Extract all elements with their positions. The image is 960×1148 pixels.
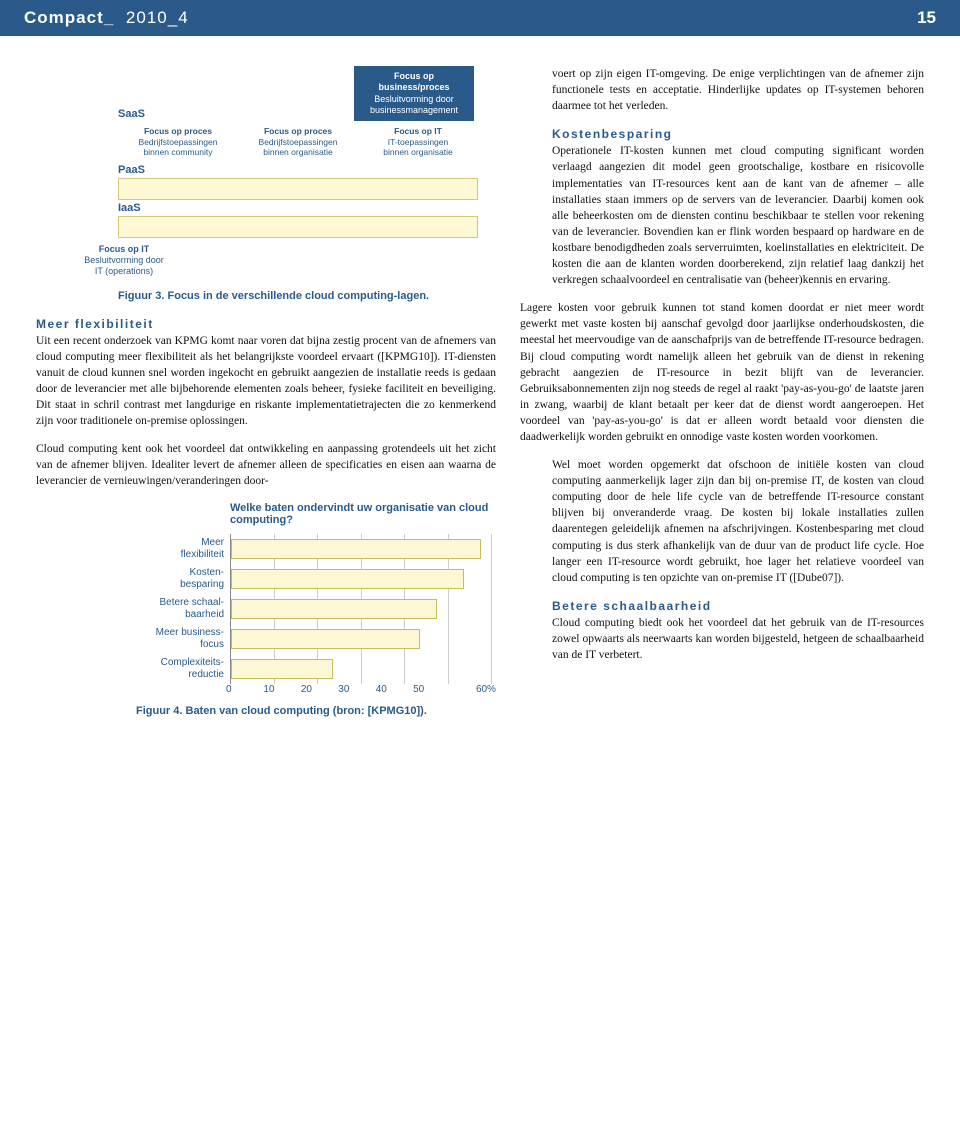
right-p4-text: Cloud computing biedt ook het voordeel d…: [552, 617, 924, 661]
fig4-tick: 0: [226, 684, 263, 695]
figure-4-caption: Figuur 4. Baten van cloud computing (bro…: [136, 705, 496, 717]
fig4-bar: [231, 569, 464, 589]
fig4-category-labels: Meer flexibiliteitKosten- besparingBeter…: [136, 534, 230, 684]
left-p2: Cloud computing kent ook het voordeel da…: [36, 441, 496, 489]
fig3-paas-bar: [118, 178, 478, 200]
figure-4-chart: Welke baten ondervindt uw organisatie va…: [136, 502, 492, 695]
fig4-label: Kosten- besparing: [136, 564, 230, 594]
fig4-label: Meer business- focus: [136, 624, 230, 654]
page-number: 15: [917, 8, 936, 28]
right-column: voert op zijn eigen IT-omgeving. De enig…: [520, 66, 924, 717]
fig4-bar-row: [231, 564, 492, 594]
right-p4: Betere schaalbaarheid Cloud computing bi…: [552, 598, 924, 663]
fig3-iaas-bar: [118, 216, 478, 238]
fig3-paas-label: PaaS: [118, 164, 478, 176]
fig4-bar-row: [231, 534, 492, 564]
right-h2: Betere schaalbaarheid: [552, 599, 712, 613]
fig3-triple-row: Focus op proces Bedrijfstoepassingen bin…: [118, 122, 478, 162]
right-p1: Kostenbesparing Operationele IT-kosten k…: [552, 126, 924, 288]
right-p1-text: Operationele IT-kosten kunnen met cloud …: [552, 145, 924, 286]
fig4-title: Welke baten ondervindt uw organisatie va…: [230, 502, 492, 526]
fig4-bar: [231, 659, 333, 679]
fig3-tri-1-lines: Bedrijfstoepassingen binnen organisatie: [240, 137, 356, 158]
left-p1-text: Uit een recent onderzoek van KPMG komt n…: [36, 335, 496, 427]
fig4-bar-row: [231, 624, 492, 654]
fig4-x-axis: 0102030405060%: [230, 684, 492, 695]
left-column: Focus op business/proces Besluitvorming …: [36, 66, 496, 717]
fig4-bar: [231, 599, 437, 619]
fig4-tick: 50: [413, 684, 450, 695]
fig3-iaas-label: IaaS: [118, 202, 478, 214]
left-p1: Meer flexibiliteit Uit een recent onderz…: [36, 316, 496, 430]
page-header: Compact_ 2010_4 15: [0, 0, 960, 36]
fig4-tick: 40: [376, 684, 413, 695]
fig4-bar: [231, 539, 481, 559]
page-body: Focus op business/proces Besluitvorming …: [0, 36, 960, 747]
fig3-top-box: Focus op business/proces Besluitvorming …: [354, 66, 474, 121]
fig3-bottom-sub: Besluitvorming door IT (operations): [76, 255, 172, 278]
right-body: voert op zijn eigen IT-omgeving. De enig…: [520, 66, 924, 663]
fig3-top-sub: Besluitvorming door businessmanagement: [358, 94, 470, 117]
left-h1: Meer flexibiliteit: [36, 317, 154, 331]
fig3-bottom-box: Focus op IT Besluitvorming door IT (oper…: [76, 244, 172, 278]
right-h1: Kostenbesparing: [552, 127, 673, 141]
fig3-tri-0-lines: Bedrijfstoepassingen binnen community: [120, 137, 236, 158]
fig4-bar: [231, 629, 420, 649]
figure-3-caption: Figuur 3. Focus in de verschillende clou…: [118, 290, 496, 302]
issue-id: 2010_4: [126, 8, 189, 27]
fig4-bar-row: [231, 654, 492, 684]
left-body: Meer flexibiliteit Uit een recent onderz…: [36, 316, 496, 490]
figure-3-diagram: Focus op business/proces Besluitvorming …: [118, 66, 478, 278]
fig3-tri-0-title: Focus op proces: [120, 126, 236, 137]
journal-name: Compact_: [24, 8, 114, 27]
fig3-tri-2-title: Focus op IT: [360, 126, 476, 137]
fig3-bottom-title: Focus op IT: [76, 244, 172, 255]
right-p3: Wel moet worden opgemerkt dat ofschoon d…: [552, 457, 924, 586]
fig4-chart-area: Meer flexibiliteitKosten- besparingBeter…: [136, 534, 492, 684]
fig3-tri-2-lines: IT-toepassingen binnen organisatie: [360, 137, 476, 158]
fig3-tri-2: Focus op IT IT-toepassingen binnen organ…: [358, 122, 478, 162]
fig3-tri-0: Focus op proces Bedrijfstoepassingen bin…: [118, 122, 238, 162]
fig4-bar-row: [231, 594, 492, 624]
fig4-tick: 60%: [459, 684, 496, 695]
fig4-bars: [231, 534, 492, 684]
right-p2: Lagere kosten voor gebruik kunnen tot st…: [520, 300, 924, 445]
fig4-tick: 30: [338, 684, 375, 695]
fig4-tick: 20: [301, 684, 338, 695]
fig4-label: Complexiteits- reductie: [136, 654, 230, 684]
fig4-tick: 10: [263, 684, 300, 695]
right-p0: voert op zijn eigen IT-omgeving. De enig…: [552, 66, 924, 114]
fig3-tri-1: Focus op proces Bedrijfstoepassingen bin…: [238, 122, 358, 162]
fig4-plot: [230, 534, 492, 684]
fig4-label: Meer flexibiliteit: [136, 534, 230, 564]
fig3-top-title: Focus op business/proces: [358, 71, 470, 94]
fig3-tri-1-title: Focus op proces: [240, 126, 356, 137]
journal-issue: Compact_ 2010_4: [24, 8, 917, 28]
fig4-label: Betere schaal- baarheid: [136, 594, 230, 624]
